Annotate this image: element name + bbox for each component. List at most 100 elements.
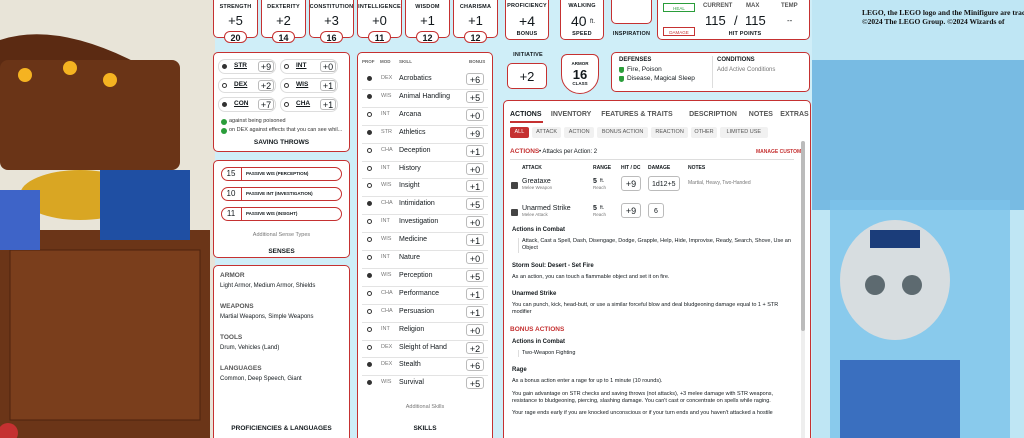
proficiency-heading: ARMOR — [220, 272, 245, 279]
filter-button[interactable]: ATTACK — [531, 127, 562, 138]
skill-modifier: INT — [381, 164, 390, 171]
skill-bonus: +1 — [466, 287, 484, 300]
skill-modifier: DEX — [381, 75, 393, 81]
filter-button[interactable]: REACTION — [651, 127, 688, 138]
attack-damage[interactable]: 1d12+5 — [648, 176, 680, 191]
ability-score: 12 — [416, 31, 439, 43]
speed-box — [560, 0, 604, 40]
armor-shield — [561, 54, 599, 94]
tab[interactable]: EXTRAS — [780, 111, 809, 118]
skill-divider — [362, 250, 488, 251]
proficiencies-panel — [213, 265, 350, 438]
proficiency-dot — [367, 165, 372, 171]
ability-modifier: +2 — [276, 13, 291, 28]
skill-name: Medicine — [399, 236, 428, 244]
skill-divider — [362, 339, 488, 341]
skill-name: Persuasion — [399, 307, 435, 315]
conditions-title: CONDITIONS — [717, 57, 755, 63]
proficiency-dot — [367, 147, 372, 153]
skill-bonus: +1 — [466, 305, 484, 318]
tab[interactable]: DESCRIPTION — [689, 111, 737, 118]
ability-name: WISDOM — [415, 4, 440, 10]
save-row — [280, 97, 338, 112]
proficiency-dot — [367, 219, 372, 225]
filter-button[interactable]: ALL — [510, 127, 529, 138]
skill-name: Insight — [399, 182, 420, 190]
block-title: Rage — [512, 367, 527, 373]
attack-hit[interactable]: +9 — [621, 176, 641, 191]
save-modifier: +1 — [320, 99, 336, 110]
skill-divider — [362, 106, 488, 108]
block-title: Storm Soul: Desert - Set Fire — [512, 263, 594, 269]
additional-senses: Additional Sense Types — [252, 232, 311, 238]
senses-title: SENSES — [268, 248, 295, 255]
ability-modifier: +3 — [324, 13, 339, 28]
attack-name: Unarmed Strike — [522, 205, 571, 212]
proficiency-dot — [284, 102, 289, 107]
save-ability: DEX — [234, 81, 248, 88]
skill-bonus: +6 — [466, 73, 484, 85]
tab[interactable]: NOTES — [748, 111, 773, 118]
skill-name: Athletics — [399, 128, 426, 136]
proficiency-dot — [367, 272, 372, 278]
hp-current-label: CURRENT — [703, 3, 733, 9]
skill-modifier: WIS — [381, 182, 392, 189]
skill-bonus: +5 — [466, 269, 484, 282]
skill-name: Deception — [399, 146, 431, 154]
heal-button[interactable]: HEAL — [663, 3, 695, 12]
column-header: ATTACK — [522, 165, 542, 171]
attack-notes: Martial, Heavy, Two-Handed — [688, 180, 751, 186]
sense-value: 11 — [221, 207, 242, 221]
speed-label: WALKING — [568, 3, 596, 9]
skill-bonus: +1 — [466, 234, 484, 247]
skill-modifier: CHA — [381, 289, 393, 296]
skill-name: Acrobatics — [399, 75, 432, 82]
skill-name: Perception — [399, 271, 433, 279]
defenses-title: DEFENSES — [619, 57, 652, 63]
hp-temp: -- — [787, 16, 793, 25]
attack-type: Melee Attack — [522, 212, 548, 217]
filter-button[interactable]: BONUS ACTION — [597, 127, 649, 138]
divider — [712, 56, 713, 88]
divider — [510, 159, 794, 160]
proficiencies-title: PROFICIENCIES & LANGUAGES — [231, 425, 332, 432]
skill-modifier: CHA — [381, 146, 393, 153]
skill-name: Investigation — [399, 218, 439, 226]
conditions-text[interactable]: Add Active Conditions — [717, 67, 776, 73]
defenses-panel — [611, 52, 810, 92]
hit-points-box — [657, 0, 810, 40]
tab[interactable]: INVENTORY — [550, 111, 592, 118]
skill-divider — [362, 88, 488, 90]
skill-bonus: +0 — [466, 216, 484, 229]
attack-hit[interactable]: +9 — [621, 203, 641, 218]
actions-panel: ACTIONS INVENTORY FEATURES & TRAITS DESCRIP… — [503, 100, 811, 438]
proficiency-dot — [367, 237, 372, 243]
attack-range: 5 — [593, 178, 597, 185]
ability-score: 11 — [368, 31, 391, 43]
block-title: Actions in Combat — [512, 227, 566, 233]
filter-button[interactable]: ACTION — [564, 127, 594, 138]
save-note: on DEX against effects that you can see … — [229, 127, 343, 133]
proficiency-dot — [367, 326, 372, 332]
tab[interactable]: ACTIONS — [510, 111, 542, 118]
save-modifier: +1 — [320, 80, 336, 91]
proficiency-label: PROFICIENCY — [507, 3, 547, 9]
skill-name: History — [399, 164, 421, 172]
sense-row — [221, 187, 342, 201]
section-heading: BONUS ACTIONS — [510, 326, 565, 333]
tab[interactable]: FEATURES & TRAITS — [601, 111, 673, 118]
proficiency-dot — [284, 83, 289, 88]
column-header: RANGE — [593, 165, 612, 171]
attack-damage[interactable]: 6 — [648, 203, 664, 218]
filter-button[interactable]: OTHER — [691, 127, 717, 138]
save-row — [218, 97, 276, 112]
block-text: You can punch, kick, head-butt, or use a… — [512, 302, 779, 316]
initiative-value: +2 — [519, 69, 535, 84]
attack-range-sub: Reach — [593, 212, 607, 217]
manage-custom[interactable]: MANAGE CUSTOM — [756, 149, 802, 155]
sense-value: 15 — [221, 167, 242, 181]
damage-button[interactable]: DAMAGE — [663, 27, 695, 36]
skill-divider — [362, 321, 488, 323]
filter-button[interactable]: LIMITED USE — [720, 127, 768, 138]
proficiency-text: Light Armor, Medium Armor, Shields — [220, 283, 316, 289]
